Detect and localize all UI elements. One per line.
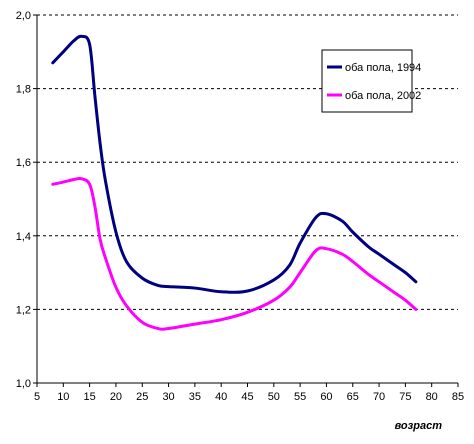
legend-label: оба пола, 2002 xyxy=(345,90,421,102)
series-line-1 xyxy=(51,176,418,331)
legend-label: оба пола, 1994 xyxy=(345,62,421,74)
y-tick-label: 1,0 xyxy=(16,378,31,390)
axes: 1,0 1,2 1,4 1,6 1,8 2,0 5 10 15 20 25 30 35 40 45 50 55 6… xyxy=(16,10,464,403)
x-tick-label: 55 xyxy=(294,391,306,403)
x-tick-label: 85 xyxy=(452,391,464,403)
x-tick-label: 75 xyxy=(399,391,411,403)
x-tick-label: 25 xyxy=(136,391,148,403)
x-tick-label: 10 xyxy=(57,391,69,403)
series-lines xyxy=(51,34,418,331)
x-tick-label: 20 xyxy=(110,391,122,403)
x-tick-label: 40 xyxy=(215,391,227,403)
x-axis-title: возраст xyxy=(395,420,443,432)
x-tick-label: 15 xyxy=(84,391,96,403)
x-tick-label: 45 xyxy=(241,391,253,403)
x-tick-label: 35 xyxy=(189,391,201,403)
x-tick-label: 5 xyxy=(34,391,40,403)
x-tick-label: 70 xyxy=(373,391,385,403)
x-tick-label: 60 xyxy=(320,391,332,403)
x-tick-label: 30 xyxy=(162,391,174,403)
y-tick-label: 1,8 xyxy=(16,84,31,96)
y-tick-label: 1,6 xyxy=(16,157,31,169)
x-tick-label: 80 xyxy=(426,391,438,403)
legend-box xyxy=(321,49,413,113)
y-tick-label: 1,2 xyxy=(16,304,31,316)
y-tick-label: 1,4 xyxy=(16,231,31,243)
x-tick-label: 65 xyxy=(347,391,359,403)
series-line-0 xyxy=(51,34,418,294)
x-tick-label: 50 xyxy=(268,391,280,403)
legend: оба пола, 1994 оба пола, 2002 xyxy=(321,49,421,113)
y-tick-label: 2,0 xyxy=(16,10,31,22)
